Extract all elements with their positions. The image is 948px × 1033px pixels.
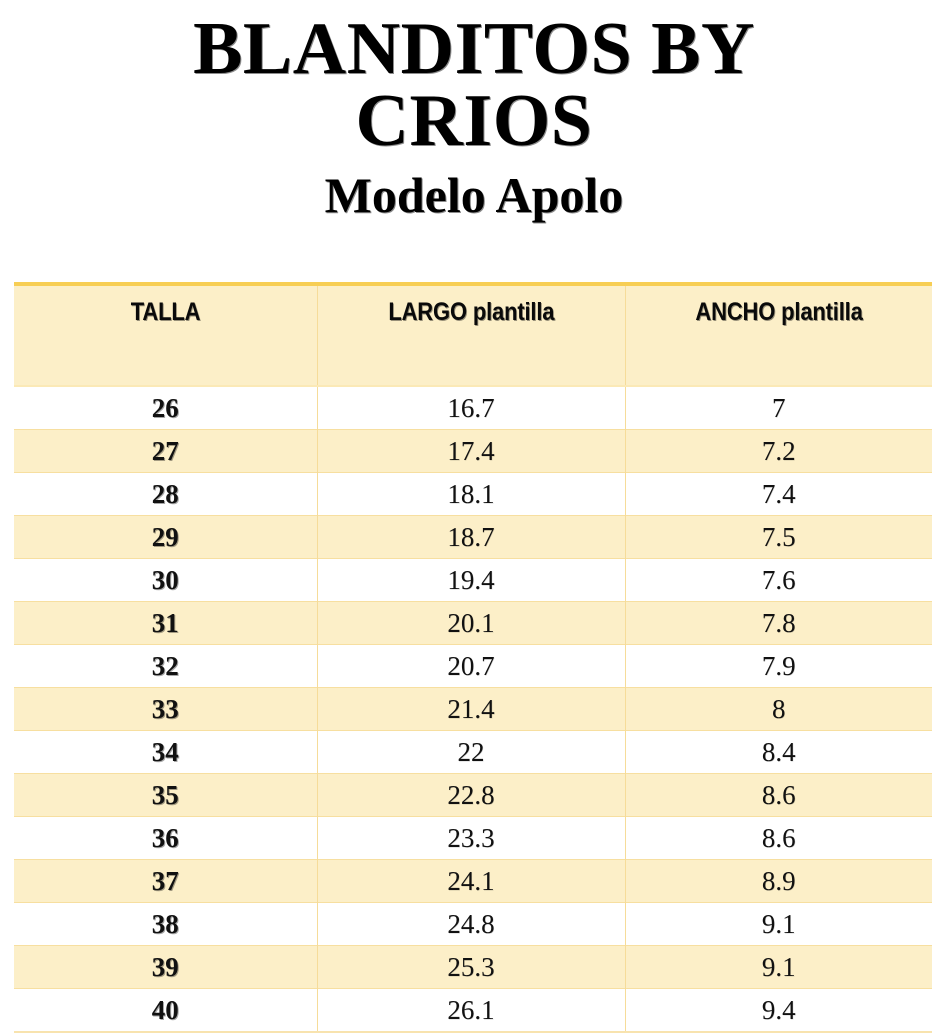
- table-row: 34 22 8.4: [14, 730, 932, 774]
- table-row: 35 22.8 8.6: [14, 773, 932, 817]
- cell-largo: 22: [316, 730, 626, 774]
- cell-largo: 21.4: [316, 687, 626, 731]
- column-header-talla-label: TALLA: [130, 298, 201, 326]
- column-header-talla: TALLA: [14, 282, 318, 387]
- column-header-ancho: ANCHO plantilla: [624, 282, 932, 387]
- model-subtitle: Modelo Apolo: [324, 166, 624, 223]
- cell-ancho: 7.2: [624, 429, 932, 473]
- column-header-ancho-label: ANCHO plantilla: [695, 298, 863, 326]
- cell-ancho: 9.1: [624, 945, 932, 989]
- table-row: 29 18.7 7.5: [14, 515, 932, 559]
- cell-talla: 27: [14, 429, 318, 473]
- cell-ancho: 9.4: [624, 988, 932, 1033]
- cell-largo: 19.4: [316, 558, 626, 602]
- cell-largo: 17.4: [316, 429, 626, 473]
- cell-ancho: 7.5: [624, 515, 932, 559]
- table-row: 31 20.1 7.8: [14, 601, 932, 645]
- table-row: 30 19.4 7.6: [14, 558, 932, 602]
- table-row: 28 18.1 7.4: [14, 472, 932, 516]
- cell-largo: 20.1: [316, 601, 626, 645]
- column-header-largo-label: LARGO plantilla: [387, 298, 555, 326]
- cell-ancho: 7: [624, 385, 932, 430]
- table-header-row: TALLA LARGO plantilla ANCHO plantilla: [14, 282, 932, 387]
- table-row: 37 24.1 8.9: [14, 859, 932, 903]
- cell-ancho: 7.8: [624, 601, 932, 645]
- table-row: 38 24.8 9.1: [14, 902, 932, 946]
- table-body: 26 16.7 7 27 17.4 7.2 28 18.1 7.4 29 18.7 7.5 30 19.4…: [14, 385, 932, 1033]
- table-row: 32 20.7 7.9: [14, 644, 932, 688]
- page-title: BLANDITOS BY CRIOS: [193, 8, 755, 162]
- cell-ancho: 9.1: [624, 902, 932, 946]
- table-header: TALLA LARGO plantilla ANCHO plantilla: [14, 282, 932, 387]
- cell-talla: 26: [14, 385, 318, 430]
- size-table-container: TALLA LARGO plantilla ANCHO plantilla 26…: [14, 282, 932, 1033]
- cell-ancho: 8.9: [624, 859, 932, 903]
- cell-talla: 34: [14, 730, 318, 774]
- cell-largo: 26.1: [316, 988, 626, 1033]
- cell-ancho: 7.9: [624, 644, 932, 688]
- table-row: 39 25.3 9.1: [14, 945, 932, 989]
- cell-talla: 29: [14, 515, 318, 559]
- cell-talla: 40: [14, 988, 318, 1033]
- cell-largo: 20.7: [316, 644, 626, 688]
- cell-largo: 23.3: [316, 816, 626, 860]
- title-block: BLANDITOS BY CRIOS Modelo Apolo: [0, 0, 948, 223]
- cell-ancho: 8.6: [624, 773, 932, 817]
- cell-largo: 24.1: [316, 859, 626, 903]
- cell-largo: 24.8: [316, 902, 626, 946]
- cell-largo: 16.7: [316, 385, 626, 430]
- cell-largo: 25.3: [316, 945, 626, 989]
- table-row: 36 23.3 8.6: [14, 816, 932, 860]
- cell-talla: 37: [14, 859, 318, 903]
- cell-talla: 31: [14, 601, 318, 645]
- cell-talla: 36: [14, 816, 318, 860]
- column-header-largo: LARGO plantilla: [316, 282, 626, 387]
- cell-talla: 28: [14, 472, 318, 516]
- cell-ancho: 7.4: [624, 472, 932, 516]
- table-row: 26 16.7 7: [14, 385, 932, 430]
- size-table: TALLA LARGO plantilla ANCHO plantilla 26…: [14, 282, 932, 1033]
- cell-largo: 18.7: [316, 515, 626, 559]
- cell-talla: 30: [14, 558, 318, 602]
- cell-talla: 32: [14, 644, 318, 688]
- table-row: 33 21.4 8: [14, 687, 932, 731]
- cell-largo: 18.1: [316, 472, 626, 516]
- cell-talla: 35: [14, 773, 318, 817]
- cell-talla: 38: [14, 902, 318, 946]
- table-row: 40 26.1 9.4: [14, 988, 932, 1033]
- cell-ancho: 8.4: [624, 730, 932, 774]
- cell-talla: 39: [14, 945, 318, 989]
- cell-talla: 33: [14, 687, 318, 731]
- cell-ancho: 8.6: [624, 816, 932, 860]
- table-row: 27 17.4 7.2: [14, 429, 932, 473]
- cell-largo: 22.8: [316, 773, 626, 817]
- cell-ancho: 8: [624, 687, 932, 731]
- cell-ancho: 7.6: [624, 558, 932, 602]
